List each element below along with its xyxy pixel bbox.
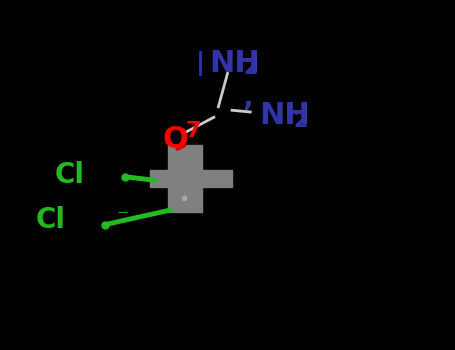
Text: |: | bbox=[196, 50, 205, 76]
Text: NH: NH bbox=[209, 49, 260, 77]
Text: Cl: Cl bbox=[54, 161, 84, 189]
Polygon shape bbox=[150, 145, 232, 212]
Text: ⁻: ⁻ bbox=[116, 207, 128, 227]
Text: 2: 2 bbox=[243, 58, 258, 78]
Text: 7: 7 bbox=[186, 121, 201, 141]
Text: ’: ’ bbox=[242, 100, 253, 128]
Text: NH: NH bbox=[259, 101, 310, 130]
Text: O: O bbox=[162, 126, 188, 154]
Text: Cl: Cl bbox=[36, 206, 66, 235]
Text: 2: 2 bbox=[293, 111, 308, 131]
